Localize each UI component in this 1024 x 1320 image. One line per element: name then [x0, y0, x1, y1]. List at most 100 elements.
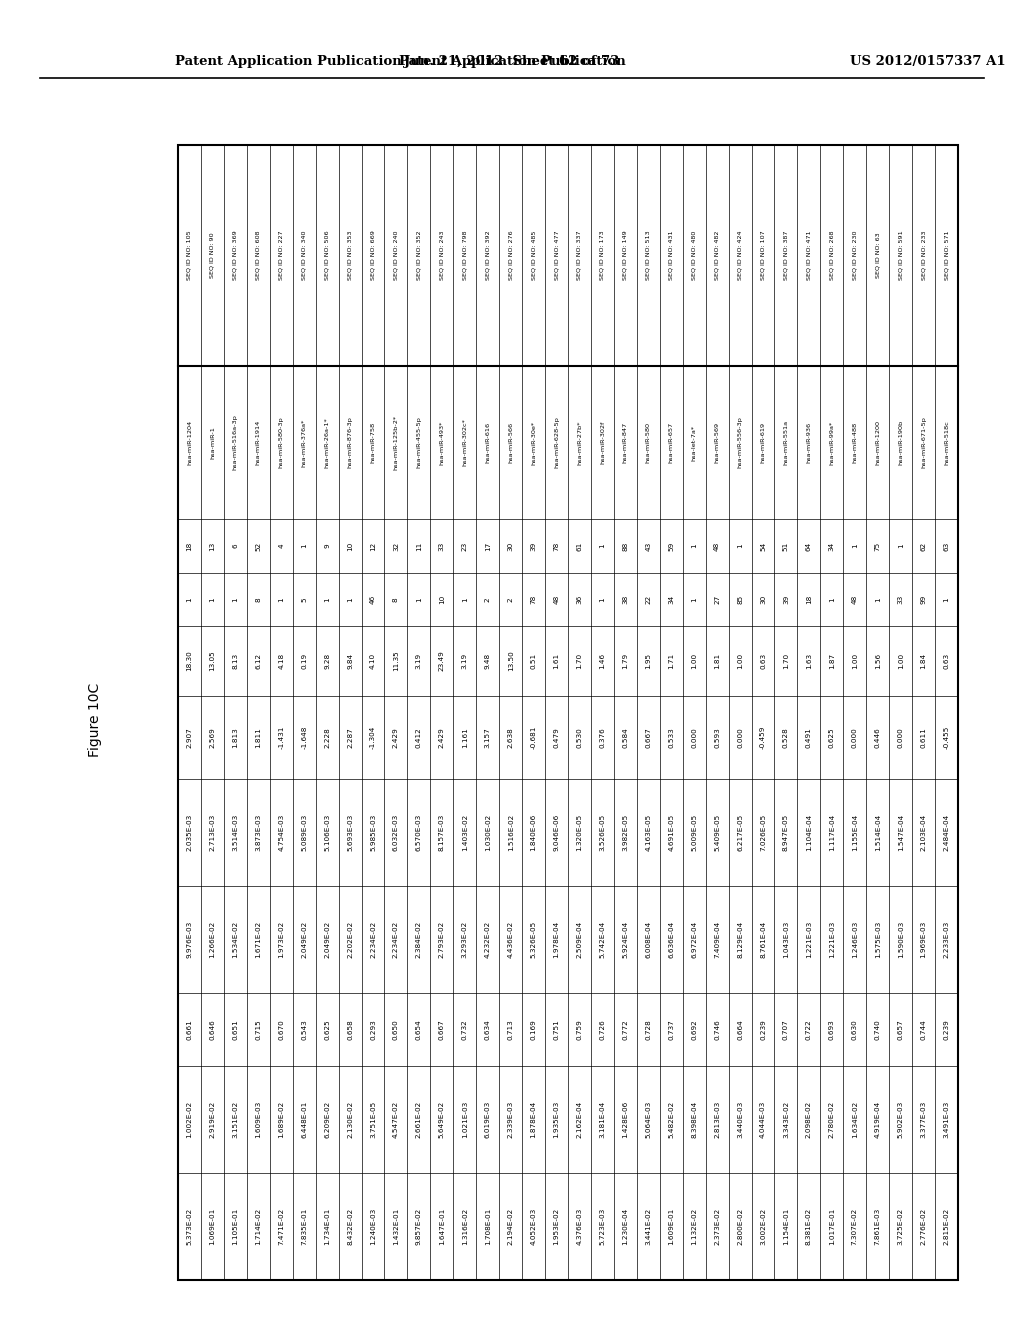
Text: 0.239: 0.239 — [943, 1019, 949, 1040]
Text: 34: 34 — [669, 595, 674, 605]
Text: 0.751: 0.751 — [554, 1019, 559, 1040]
Text: 5.409E-05: 5.409E-05 — [714, 813, 720, 851]
Text: 5.326E-05: 5.326E-05 — [530, 920, 537, 958]
Text: 5.649E-02: 5.649E-02 — [439, 1101, 444, 1138]
Text: SEQ ID NO: 340: SEQ ID NO: 340 — [302, 231, 306, 280]
Text: 0.726: 0.726 — [599, 1019, 605, 1040]
Text: 1.104E-04: 1.104E-04 — [806, 813, 812, 851]
Text: 1.043E-03: 1.043E-03 — [783, 920, 788, 958]
Text: 6.570E-03: 6.570E-03 — [416, 813, 422, 851]
Text: hsa-miR-190b: hsa-miR-190b — [898, 420, 903, 465]
Text: 2.228: 2.228 — [325, 727, 330, 747]
Text: hsa-miR-99a*: hsa-miR-99a* — [829, 420, 835, 465]
Text: 1.61: 1.61 — [554, 653, 559, 669]
Text: SEQ ID NO: 424: SEQ ID NO: 424 — [737, 231, 742, 280]
Text: hsa-miR-671-5p: hsa-miR-671-5p — [922, 417, 926, 469]
Text: 46: 46 — [370, 595, 376, 605]
Text: 1.87: 1.87 — [828, 653, 835, 669]
Text: -1.648: -1.648 — [301, 726, 307, 748]
Text: hsa-miR-758: hsa-miR-758 — [371, 422, 376, 463]
Text: 1.95: 1.95 — [645, 653, 651, 669]
Text: 52: 52 — [255, 541, 261, 550]
Text: 10: 10 — [347, 541, 353, 550]
Text: 2.793E-02: 2.793E-02 — [439, 920, 444, 958]
Text: hsa-miR-493*: hsa-miR-493* — [439, 420, 444, 465]
Text: hsa-miR-566: hsa-miR-566 — [508, 422, 513, 463]
Text: 3.343E-02: 3.343E-02 — [783, 1101, 788, 1138]
Text: 4.044E-03: 4.044E-03 — [760, 1101, 766, 1138]
Text: SEQ ID NO: 268: SEQ ID NO: 268 — [829, 231, 835, 280]
Text: 2.287: 2.287 — [347, 727, 353, 747]
Text: SEQ ID NO: 337: SEQ ID NO: 337 — [577, 231, 582, 280]
Text: 3.377E-03: 3.377E-03 — [921, 1101, 927, 1138]
Text: 0.625: 0.625 — [325, 1019, 330, 1040]
Text: 1.514E-04: 1.514E-04 — [874, 813, 881, 851]
Text: 18: 18 — [186, 541, 193, 550]
Text: 1: 1 — [943, 597, 949, 602]
Text: 39: 39 — [530, 541, 537, 550]
Text: hsa-miR-551a: hsa-miR-551a — [783, 420, 788, 465]
Text: 48: 48 — [554, 595, 559, 605]
Text: 2.776E-02: 2.776E-02 — [921, 1208, 927, 1245]
Text: SEQ ID NO: 608: SEQ ID NO: 608 — [256, 231, 261, 280]
Text: 0.000: 0.000 — [691, 727, 697, 747]
Text: 1.647E-01: 1.647E-01 — [439, 1208, 444, 1245]
Text: hsa-miR-580-3p: hsa-miR-580-3p — [279, 417, 284, 469]
Text: 1: 1 — [416, 597, 422, 602]
Text: SEQ ID NO: 243: SEQ ID NO: 243 — [439, 231, 444, 280]
Text: 64: 64 — [806, 541, 812, 550]
Text: 8.381E-02: 8.381E-02 — [806, 1208, 812, 1245]
Text: 0.667: 0.667 — [645, 727, 651, 747]
Text: 0.000: 0.000 — [737, 727, 743, 747]
Text: 2.233E-03: 2.233E-03 — [943, 920, 949, 958]
Text: 2.509E-04: 2.509E-04 — [577, 920, 583, 958]
Text: 1: 1 — [325, 597, 330, 602]
Text: 5: 5 — [301, 597, 307, 602]
Text: 1.002E-02: 1.002E-02 — [186, 1101, 193, 1138]
Text: hsa-miR-1914: hsa-miR-1914 — [256, 420, 261, 465]
Text: SEQ ID NO: 227: SEQ ID NO: 227 — [279, 231, 284, 280]
Text: 9.046E-06: 9.046E-06 — [554, 813, 559, 851]
Text: 1.00: 1.00 — [737, 653, 743, 669]
Text: 0.528: 0.528 — [783, 727, 788, 747]
Text: 4.052E-03: 4.052E-03 — [530, 1208, 537, 1245]
Text: 4.376E-03: 4.376E-03 — [577, 1208, 583, 1245]
Text: 0.000: 0.000 — [898, 727, 903, 747]
Text: 17: 17 — [484, 541, 490, 550]
Text: 5.985E-03: 5.985E-03 — [370, 813, 376, 851]
Text: 3.725E-02: 3.725E-02 — [898, 1208, 903, 1245]
Text: 12: 12 — [370, 541, 376, 550]
Text: 1.030E-02: 1.030E-02 — [484, 813, 490, 851]
Text: 8.398E-04: 8.398E-04 — [691, 1101, 697, 1138]
Text: 0.715: 0.715 — [255, 1019, 261, 1040]
Text: 9: 9 — [325, 544, 330, 548]
Text: 2.713E-03: 2.713E-03 — [210, 813, 215, 851]
Text: 0.658: 0.658 — [347, 1019, 353, 1040]
Text: 0.000: 0.000 — [852, 727, 858, 747]
Text: 38: 38 — [623, 595, 629, 605]
Text: 4.547E-02: 4.547E-02 — [393, 1101, 399, 1138]
Text: hsa-miR-657: hsa-miR-657 — [669, 422, 674, 463]
Text: 9.976E-03: 9.976E-03 — [186, 920, 193, 958]
Text: 0.772: 0.772 — [623, 1019, 629, 1040]
Text: 1.935E-03: 1.935E-03 — [554, 1101, 559, 1138]
Text: 7.307E-02: 7.307E-02 — [852, 1208, 858, 1245]
Text: 6.019E-03: 6.019E-03 — [484, 1101, 490, 1138]
Text: hsa-miR-27b*: hsa-miR-27b* — [577, 420, 582, 465]
Text: 1.021E-03: 1.021E-03 — [462, 1101, 468, 1138]
Text: 2: 2 — [508, 597, 514, 602]
Text: -0.459: -0.459 — [760, 726, 766, 748]
Text: 1.117E-04: 1.117E-04 — [828, 813, 835, 851]
Text: 1: 1 — [828, 597, 835, 602]
Text: 1.246E-03: 1.246E-03 — [852, 920, 858, 958]
Text: hsa-let-7a*: hsa-let-7a* — [691, 425, 696, 461]
Text: hsa-miR-580: hsa-miR-580 — [646, 422, 651, 463]
Text: SEQ ID NO: 471: SEQ ID NO: 471 — [806, 231, 811, 280]
Text: 2.661E-02: 2.661E-02 — [416, 1101, 422, 1138]
Text: 63: 63 — [943, 541, 949, 550]
Text: 7.861E-03: 7.861E-03 — [874, 1208, 881, 1245]
Text: hsa-miR-628-5p: hsa-miR-628-5p — [554, 417, 559, 469]
Text: 0.657: 0.657 — [898, 1019, 903, 1040]
Text: 1.240E-03: 1.240E-03 — [370, 1208, 376, 1245]
Text: 30: 30 — [760, 595, 766, 605]
